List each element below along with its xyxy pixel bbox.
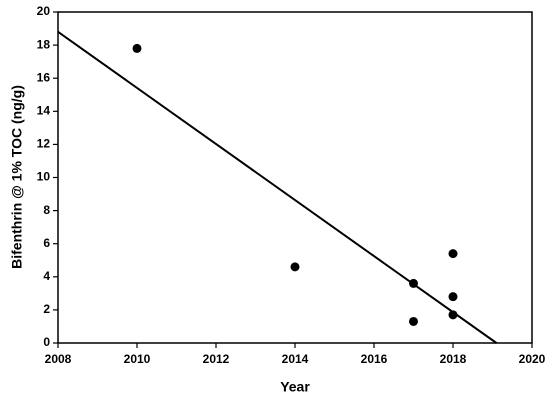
data-point — [448, 249, 458, 259]
x-axis-title: Year — [280, 379, 310, 395]
x-tick-label: 2008 — [45, 352, 72, 366]
x-tick-label: 2012 — [203, 352, 230, 366]
y-tick-label: 12 — [37, 137, 51, 151]
x-tick-label: 2014 — [282, 352, 309, 366]
trend-line — [57, 31, 498, 344]
data-point — [409, 278, 418, 288]
x-tick-label: 2010 — [124, 352, 151, 366]
y-axis-title: Bifenthrin @ 1% TOC (ng/g) — [9, 85, 25, 269]
data-point — [132, 43, 142, 53]
y-tick-label: 4 — [43, 269, 50, 283]
y-tick-label: 8 — [43, 203, 50, 217]
y-tick-label: 20 — [37, 4, 51, 18]
y-tick-label: 0 — [43, 335, 50, 349]
x-tick-label: 2018 — [440, 352, 467, 366]
data-point — [290, 262, 300, 272]
data-point — [409, 316, 418, 326]
plot-frame — [57, 11, 533, 344]
y-tick-label: 14 — [37, 103, 51, 117]
data-point — [448, 310, 458, 320]
data-point — [448, 292, 458, 302]
y-tick-label: 6 — [43, 236, 50, 250]
y-tick-label: 10 — [37, 170, 51, 184]
x-tick-label: 2016 — [361, 352, 388, 366]
x-tick-label: 2020 — [519, 352, 546, 366]
y-tick-label: 2 — [43, 302, 50, 316]
y-tick-label: 16 — [37, 70, 51, 84]
y-tick-label: 18 — [37, 37, 51, 51]
